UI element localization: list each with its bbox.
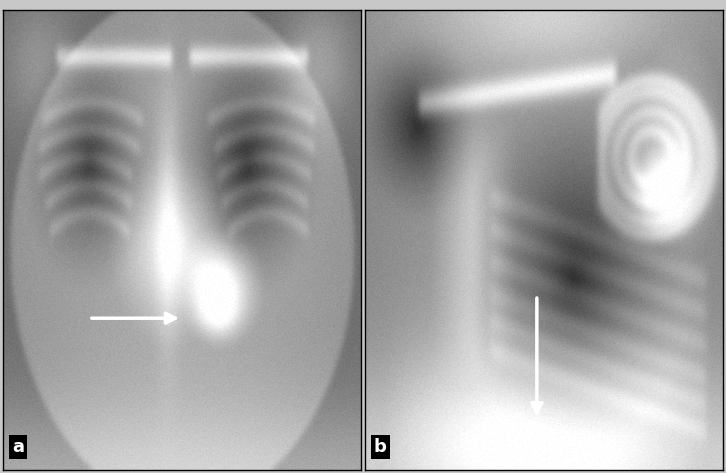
Text: b: b xyxy=(374,438,387,456)
Text: a: a xyxy=(12,438,24,456)
